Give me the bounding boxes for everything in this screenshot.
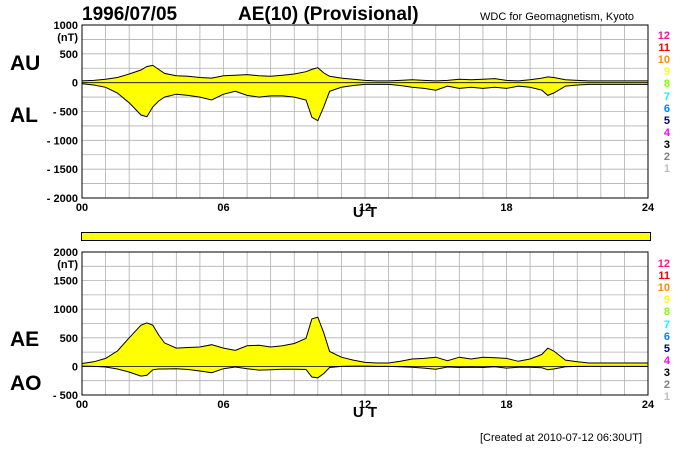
quality-bar: [81, 232, 651, 241]
level-label-4: 4: [663, 354, 670, 367]
level-label-2: 2: [663, 379, 670, 391]
level-label-11: 11: [658, 42, 670, 55]
au-label: AU: [10, 52, 41, 75]
x-tick-label: 12: [359, 202, 371, 214]
y-tick-label: 500: [60, 49, 78, 61]
y-tick-label: - 1000: [47, 135, 78, 147]
level-label-1: 1: [663, 391, 670, 404]
y-tick-label: - 500: [53, 390, 78, 402]
series-line-ae: [81, 316, 648, 364]
y-tick-label: 1500: [54, 276, 78, 288]
level-label-7: 7: [663, 318, 670, 331]
level-label-7: 7: [663, 90, 670, 103]
series-line-al: [81, 83, 648, 122]
ao-label: AO: [10, 372, 42, 395]
level-label-3: 3: [663, 366, 670, 379]
x-tick-label: 00: [76, 399, 88, 411]
chart-date: 1996/07/05: [82, 4, 178, 25]
x-tick-label: 18: [500, 202, 512, 214]
y-tick-label: 1000: [54, 20, 78, 32]
x-tick-label: 06: [217, 399, 229, 411]
x-axis-label: U T: [353, 404, 377, 421]
y-unit-label: (nT): [57, 259, 78, 271]
y-tick-label: 0: [72, 361, 78, 373]
y-unit-label: (nT): [57, 32, 78, 44]
area-fill: [82, 65, 648, 121]
data-source: WDC for Geomagnetism, Kyoto: [480, 11, 635, 23]
chart-panel-au-al: 1000 500 0 - 500 - 1000 - 1500 - 2000 (nT) 00 06 1…: [47, 20, 655, 221]
x-tick-label: 06: [217, 202, 229, 214]
y-tick-label: - 500: [53, 107, 78, 119]
created-timestamp: [Created at 2010-07-12 06:30UT]: [480, 432, 643, 444]
level-label-10: 10: [657, 54, 670, 67]
level-label-9: 9: [663, 66, 670, 79]
y-tick-label: 1000: [54, 304, 78, 316]
ae-label: AE: [10, 328, 40, 351]
y-tick-label: - 1500: [47, 164, 78, 176]
level-label-8: 8: [663, 78, 670, 91]
plot-frame: [81, 24, 649, 199]
area-fill: [82, 317, 648, 378]
level-label-6: 6: [663, 102, 670, 115]
level-label-5: 5: [663, 114, 670, 127]
level-label-5: 5: [663, 342, 670, 355]
series-line-au: [81, 64, 648, 82]
level-label-11: 11: [658, 270, 670, 283]
y-tick-label: 2000: [54, 247, 78, 259]
level-label-6: 6: [663, 330, 670, 343]
x-tick-label: 12: [359, 399, 371, 411]
level-label-12: 12: [657, 30, 670, 42]
x-tick-label: 24: [642, 202, 655, 214]
level-label-12: 12: [657, 258, 670, 270]
y-tick-label: 0: [72, 78, 78, 90]
plot-frame: [81, 251, 649, 396]
level-label-8: 8: [663, 306, 670, 319]
level-label-2: 2: [663, 151, 670, 163]
level-label-9: 9: [663, 294, 670, 307]
x-axis-label: U T: [353, 204, 377, 221]
chart-title: AE(10) (Provisional): [238, 4, 419, 25]
y-tick-label: 500: [60, 333, 78, 345]
level-label-3: 3: [663, 138, 670, 151]
y-tick-label: - 2000: [47, 193, 78, 205]
al-label: AL: [10, 104, 38, 127]
x-tick-label: 18: [500, 399, 512, 411]
level-label-4: 4: [663, 126, 670, 139]
x-tick-label: 24: [642, 399, 655, 411]
x-tick-label: 00: [76, 202, 88, 214]
chart-panel-ae-ao: 2000 1500 1000 500 0 - 500 (nT) 00 06 12 18 24 U T: [53, 247, 655, 421]
level-label-1: 1: [663, 163, 670, 176]
level-label-10: 10: [657, 282, 670, 295]
